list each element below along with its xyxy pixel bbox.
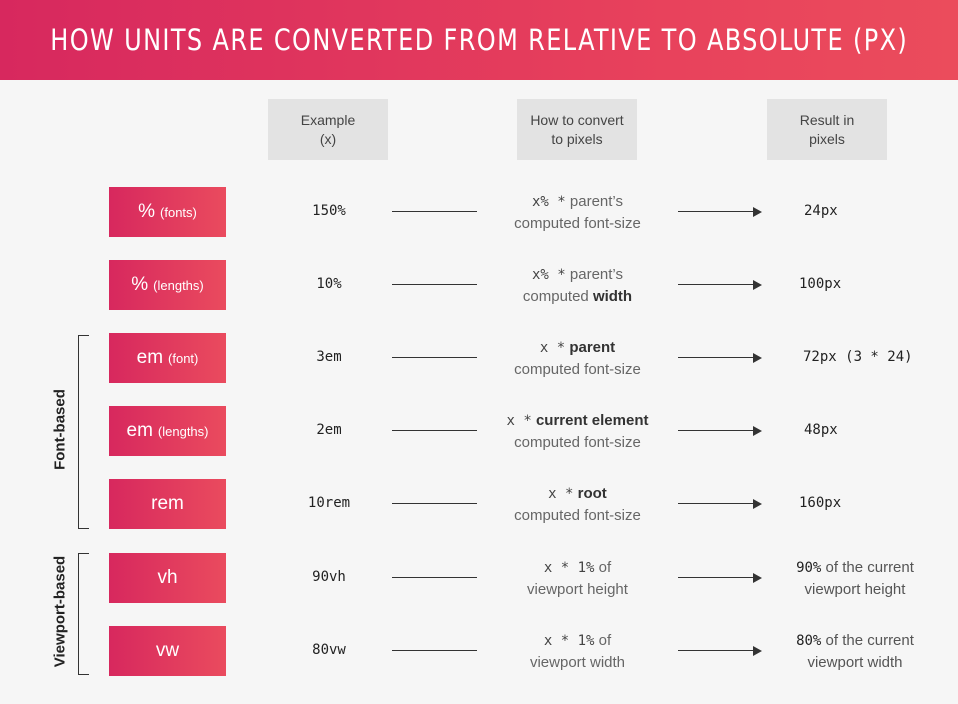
- convert-line2: viewport width: [529, 654, 626, 671]
- font-based-bracket: [78, 335, 89, 529]
- convert-formula: x *: [506, 413, 532, 429]
- unit-name: vh: [157, 567, 178, 588]
- arrow-icon: [678, 426, 762, 436]
- convert-line2-bold: width: [592, 288, 633, 305]
- arrow-icon: [678, 207, 762, 217]
- arrow-icon: [678, 353, 762, 363]
- result-text: of the current: [825, 559, 914, 576]
- connector-line: [392, 211, 477, 212]
- unit-box: % (fonts): [109, 187, 226, 237]
- connector-line: [392, 503, 477, 504]
- connector-line: [392, 284, 477, 285]
- column-header-line2: (x): [319, 130, 337, 147]
- column-header-line1: Example: [300, 111, 356, 128]
- convert-line2: computed font-size: [514, 434, 641, 451]
- example-value: 90vh: [312, 569, 346, 585]
- column-header-convert: How to convert to pixels: [517, 99, 637, 160]
- unit-qualifier: (lengths): [153, 277, 204, 293]
- example-value: 3em: [316, 349, 342, 365]
- conversion-formula: x * root computed font-size: [490, 483, 665, 526]
- result-line2: viewport width: [807, 654, 903, 671]
- result-number: 80%: [796, 633, 822, 649]
- arrow-icon: [678, 646, 762, 656]
- unit-name: %: [131, 274, 149, 295]
- arrow-icon: [678, 499, 762, 509]
- unit-box: rem: [109, 479, 226, 529]
- result-value: 80% of the current viewport width: [780, 630, 930, 673]
- unit-box: % (lengths): [109, 260, 226, 310]
- group-label-font-based: Font-based: [51, 389, 69, 470]
- convert-line2: computed font-size: [514, 361, 641, 378]
- result-value: 48px: [804, 422, 838, 438]
- convert-rest: parent’s: [569, 193, 623, 210]
- unit-name: em: [126, 420, 153, 441]
- convert-line2: computed: [522, 288, 593, 305]
- conversion-formula: x * 1% of viewport width: [490, 630, 665, 673]
- unit-name: rem: [151, 493, 184, 514]
- result-line2: viewport height: [804, 581, 906, 598]
- viewport-based-bracket: [78, 553, 89, 675]
- conversion-formula: x% * parent’s computed width: [490, 264, 665, 307]
- result-value: 160px: [799, 495, 842, 511]
- result-value: 90% of the current viewport height: [780, 557, 930, 600]
- convert-bold: parent: [569, 339, 616, 356]
- convert-rest: of: [598, 559, 612, 576]
- unit-box: em (lengths): [109, 406, 226, 456]
- unit-name: em: [136, 347, 164, 368]
- column-header-line1: Result in: [799, 111, 855, 128]
- column-header-line2: pixels: [809, 130, 845, 147]
- result-value: 24px: [804, 203, 838, 219]
- column-header-example: Example (x): [268, 99, 388, 160]
- connector-line: [392, 430, 477, 431]
- conversion-formula: x * parent computed font-size: [490, 337, 665, 380]
- example-value: 2em: [316, 422, 342, 438]
- group-label-viewport-based: Viewport-based: [51, 555, 69, 668]
- result-number: 90%: [796, 560, 822, 576]
- convert-rest: of: [598, 632, 612, 649]
- unit-box: vh: [109, 553, 226, 603]
- title-banner: HOW UNITS ARE CONVERTED FROM RELATIVE TO…: [0, 0, 958, 80]
- convert-formula: x% *: [532, 267, 566, 283]
- conversion-formula: x% * parent’s computed font-size: [490, 191, 665, 234]
- unit-name: %: [138, 201, 156, 222]
- result-text: of the current: [825, 632, 914, 649]
- arrow-icon: [678, 573, 762, 583]
- connector-line: [392, 650, 477, 651]
- example-value: 10%: [316, 276, 342, 292]
- connector-line: [392, 577, 477, 578]
- convert-formula: x *: [548, 486, 574, 502]
- convert-formula: x *: [539, 340, 566, 356]
- unit-qualifier: (lengths): [157, 423, 209, 439]
- example-value: 10rem: [307, 495, 351, 511]
- column-header-line2: to pixels: [551, 130, 603, 147]
- example-value: 150%: [312, 203, 346, 219]
- convert-formula: x * 1%: [543, 560, 595, 576]
- unit-qualifier: (font): [168, 350, 199, 366]
- conversion-formula: x * 1% of viewport height: [490, 557, 665, 600]
- arrow-icon: [678, 280, 762, 290]
- convert-line2: viewport height: [527, 581, 628, 598]
- convert-bold: current element: [535, 412, 649, 429]
- convert-formula: x * 1%: [543, 633, 595, 649]
- result-value: 72px (3 * 24): [803, 349, 913, 365]
- unit-name: vw: [155, 640, 180, 661]
- conversion-formula: x * current element computed font-size: [490, 410, 665, 453]
- connector-line: [392, 357, 477, 358]
- column-header-line1: How to convert: [530, 111, 624, 128]
- convert-line2: computed font-size: [514, 215, 641, 232]
- unit-box: em (font): [109, 333, 226, 383]
- unit-box: vw: [109, 626, 226, 676]
- unit-qualifier: (fonts): [160, 204, 197, 220]
- result-value: 100px: [799, 276, 842, 292]
- convert-bold: root: [577, 485, 607, 502]
- convert-rest: parent’s: [569, 266, 623, 283]
- convert-line2: computed font-size: [514, 507, 641, 524]
- convert-formula: x% *: [532, 194, 566, 210]
- example-value: 80vw: [312, 642, 346, 658]
- page-title: HOW UNITS ARE CONVERTED FROM RELATIVE TO…: [50, 23, 908, 57]
- column-header-result: Result in pixels: [767, 99, 887, 160]
